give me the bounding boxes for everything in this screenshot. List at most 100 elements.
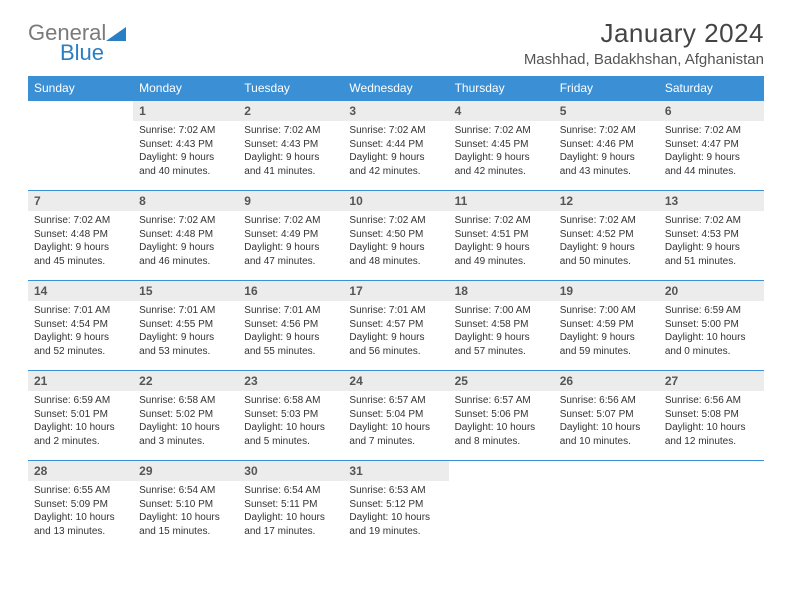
calendar-day-cell: 21Sunrise: 6:59 AMSunset: 5:01 PMDayligh… [28,371,133,461]
calendar-body: 1Sunrise: 7:02 AMSunset: 4:43 PMDaylight… [28,101,764,551]
calendar-day-cell: 23Sunrise: 6:58 AMSunset: 5:03 PMDayligh… [238,371,343,461]
day-number: 26 [554,371,659,391]
day-info: Sunrise: 7:01 AMSunset: 4:56 PMDaylight:… [238,301,343,370]
calendar-day-cell: 27Sunrise: 6:56 AMSunset: 5:08 PMDayligh… [659,371,764,461]
calendar-day-cell: 24Sunrise: 6:57 AMSunset: 5:04 PMDayligh… [343,371,448,461]
calendar-day-cell [28,101,133,191]
day-number: 8 [133,191,238,211]
day-info: Sunrise: 6:54 AMSunset: 5:10 PMDaylight:… [133,481,238,550]
calendar-day-cell: 1Sunrise: 7:02 AMSunset: 4:43 PMDaylight… [133,101,238,191]
calendar-day-cell [554,461,659,551]
calendar-week-row: 7Sunrise: 7:02 AMSunset: 4:48 PMDaylight… [28,191,764,281]
calendar-day-cell: 14Sunrise: 7:01 AMSunset: 4:54 PMDayligh… [28,281,133,371]
calendar-page: GeneralBlue January 2024 Mashhad, Badakh… [0,0,792,560]
day-info: Sunrise: 6:54 AMSunset: 5:11 PMDaylight:… [238,481,343,550]
calendar-day-cell: 15Sunrise: 7:01 AMSunset: 4:55 PMDayligh… [133,281,238,371]
calendar-day-cell: 13Sunrise: 7:02 AMSunset: 4:53 PMDayligh… [659,191,764,281]
calendar-day-cell: 12Sunrise: 7:02 AMSunset: 4:52 PMDayligh… [554,191,659,281]
day-info: Sunrise: 7:02 AMSunset: 4:52 PMDaylight:… [554,211,659,280]
calendar-table: Sunday Monday Tuesday Wednesday Thursday… [28,76,764,550]
day-number: 19 [554,281,659,301]
day-info: Sunrise: 7:02 AMSunset: 4:44 PMDaylight:… [343,121,448,190]
day-number: 17 [343,281,448,301]
day-number: 9 [238,191,343,211]
calendar-day-cell: 28Sunrise: 6:55 AMSunset: 5:09 PMDayligh… [28,461,133,551]
day-info: Sunrise: 7:02 AMSunset: 4:51 PMDaylight:… [449,211,554,280]
calendar-day-cell: 8Sunrise: 7:02 AMSunset: 4:48 PMDaylight… [133,191,238,281]
calendar-day-cell [449,461,554,551]
day-info: Sunrise: 7:02 AMSunset: 4:43 PMDaylight:… [133,121,238,190]
day-number: 1 [133,101,238,121]
day-number: 21 [28,371,133,391]
day-number: 4 [449,101,554,121]
calendar-week-row: 14Sunrise: 7:01 AMSunset: 4:54 PMDayligh… [28,281,764,371]
day-info: Sunrise: 7:02 AMSunset: 4:49 PMDaylight:… [238,211,343,280]
day-info: Sunrise: 7:02 AMSunset: 4:45 PMDaylight:… [449,121,554,190]
calendar-day-cell: 2Sunrise: 7:02 AMSunset: 4:43 PMDaylight… [238,101,343,191]
day-number: 27 [659,371,764,391]
day-number: 11 [449,191,554,211]
day-info: Sunrise: 7:02 AMSunset: 4:53 PMDaylight:… [659,211,764,280]
brand-logo: GeneralBlue [28,18,126,66]
day-info: Sunrise: 6:59 AMSunset: 5:00 PMDaylight:… [659,301,764,370]
day-number: 22 [133,371,238,391]
day-number: 30 [238,461,343,481]
calendar-day-cell: 16Sunrise: 7:01 AMSunset: 4:56 PMDayligh… [238,281,343,371]
day-number: 29 [133,461,238,481]
day-info: Sunrise: 6:59 AMSunset: 5:01 PMDaylight:… [28,391,133,460]
month-title: January 2024 [524,18,764,49]
day-number: 15 [133,281,238,301]
calendar-day-cell: 3Sunrise: 7:02 AMSunset: 4:44 PMDaylight… [343,101,448,191]
weekday-header: Friday [554,76,659,101]
day-info: Sunrise: 7:02 AMSunset: 4:48 PMDaylight:… [133,211,238,280]
calendar-day-cell: 5Sunrise: 7:02 AMSunset: 4:46 PMDaylight… [554,101,659,191]
day-info: Sunrise: 6:58 AMSunset: 5:03 PMDaylight:… [238,391,343,460]
brand-triangle-icon [106,27,126,46]
calendar-day-cell: 30Sunrise: 6:54 AMSunset: 5:11 PMDayligh… [238,461,343,551]
day-number: 25 [449,371,554,391]
location-text: Mashhad, Badakhshan, Afghanistan [524,51,764,68]
day-number-empty [28,101,133,121]
day-number: 10 [343,191,448,211]
day-info: Sunrise: 7:00 AMSunset: 4:58 PMDaylight:… [449,301,554,370]
day-number: 28 [28,461,133,481]
weekday-header: Thursday [449,76,554,101]
weekday-header: Sunday [28,76,133,101]
calendar-day-cell: 19Sunrise: 7:00 AMSunset: 4:59 PMDayligh… [554,281,659,371]
calendar-day-cell: 4Sunrise: 7:02 AMSunset: 4:45 PMDaylight… [449,101,554,191]
calendar-day-cell: 9Sunrise: 7:02 AMSunset: 4:49 PMDaylight… [238,191,343,281]
calendar-week-row: 1Sunrise: 7:02 AMSunset: 4:43 PMDaylight… [28,101,764,191]
day-info: Sunrise: 6:56 AMSunset: 5:08 PMDaylight:… [659,391,764,460]
weekday-header-row: Sunday Monday Tuesday Wednesday Thursday… [28,76,764,101]
day-number: 3 [343,101,448,121]
calendar-day-cell: 22Sunrise: 6:58 AMSunset: 5:02 PMDayligh… [133,371,238,461]
calendar-day-cell: 7Sunrise: 7:02 AMSunset: 4:48 PMDaylight… [28,191,133,281]
calendar-day-cell: 31Sunrise: 6:53 AMSunset: 5:12 PMDayligh… [343,461,448,551]
calendar-day-cell: 26Sunrise: 6:56 AMSunset: 5:07 PMDayligh… [554,371,659,461]
calendar-day-cell: 17Sunrise: 7:01 AMSunset: 4:57 PMDayligh… [343,281,448,371]
weekday-header: Wednesday [343,76,448,101]
day-number: 31 [343,461,448,481]
day-info: Sunrise: 7:02 AMSunset: 4:47 PMDaylight:… [659,121,764,190]
calendar-day-cell: 20Sunrise: 6:59 AMSunset: 5:00 PMDayligh… [659,281,764,371]
day-info: Sunrise: 7:02 AMSunset: 4:50 PMDaylight:… [343,211,448,280]
day-number: 18 [449,281,554,301]
day-number: 23 [238,371,343,391]
day-info: Sunrise: 6:58 AMSunset: 5:02 PMDaylight:… [133,391,238,460]
day-number: 20 [659,281,764,301]
brand-text-blue: Blue [60,40,104,66]
weekday-header: Saturday [659,76,764,101]
calendar-day-cell: 11Sunrise: 7:02 AMSunset: 4:51 PMDayligh… [449,191,554,281]
weekday-header: Tuesday [238,76,343,101]
day-number: 7 [28,191,133,211]
day-info-empty [28,121,133,150]
day-info: Sunrise: 7:01 AMSunset: 4:54 PMDaylight:… [28,301,133,370]
day-number: 14 [28,281,133,301]
day-info: Sunrise: 7:02 AMSunset: 4:48 PMDaylight:… [28,211,133,280]
calendar-week-row: 28Sunrise: 6:55 AMSunset: 5:09 PMDayligh… [28,461,764,551]
page-header: GeneralBlue January 2024 Mashhad, Badakh… [28,18,764,68]
day-info: Sunrise: 7:00 AMSunset: 4:59 PMDaylight:… [554,301,659,370]
day-info: Sunrise: 6:56 AMSunset: 5:07 PMDaylight:… [554,391,659,460]
calendar-day-cell [659,461,764,551]
calendar-day-cell: 6Sunrise: 7:02 AMSunset: 4:47 PMDaylight… [659,101,764,191]
